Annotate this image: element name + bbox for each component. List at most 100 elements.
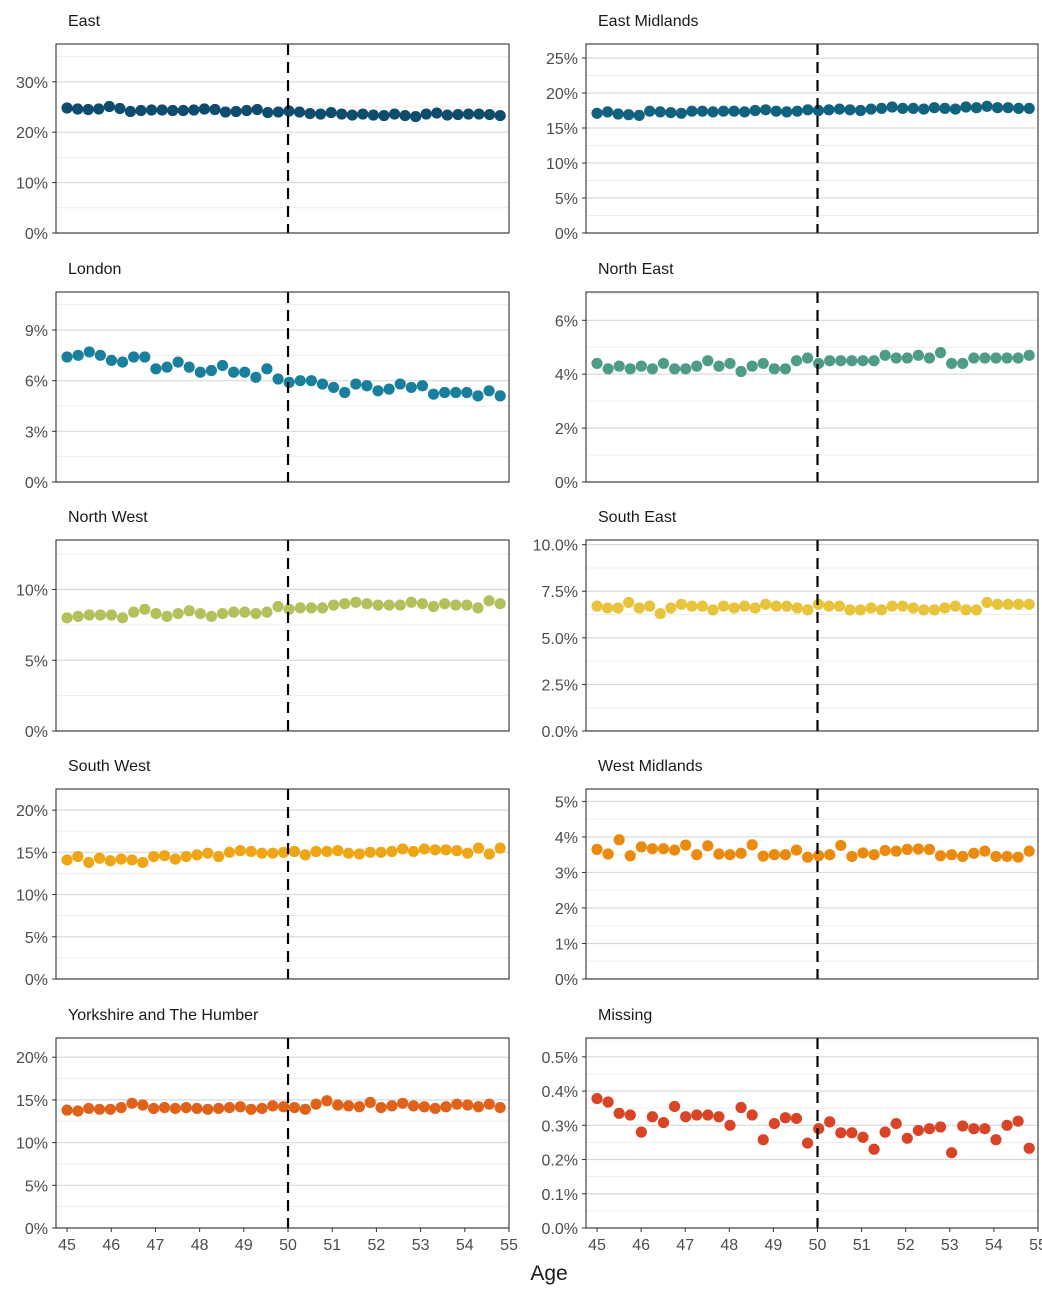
data-point (191, 1102, 203, 1115)
data-point (812, 104, 824, 117)
y-tick-label: 7.5% (542, 584, 578, 601)
data-point (918, 103, 930, 115)
data-point (844, 604, 856, 616)
data-point (357, 108, 369, 120)
data-point (923, 1123, 936, 1135)
data-point (791, 105, 803, 117)
data-point (934, 347, 947, 359)
y-tick-label: 0.2% (542, 1153, 578, 1170)
panel-border (585, 43, 1039, 234)
data-point (405, 596, 417, 608)
panel-border (585, 1037, 1039, 1229)
y-tick-label: 20% (16, 125, 48, 142)
data-point (1002, 102, 1014, 114)
y-tick-label: 20% (16, 1050, 48, 1067)
data-point (612, 602, 624, 614)
data-point (462, 1099, 474, 1111)
data-point (865, 103, 877, 115)
data-point (886, 101, 898, 113)
data-point (1012, 352, 1024, 364)
x-tick-label: 52 (897, 1237, 915, 1254)
data-point (440, 1101, 452, 1113)
panel-title: Yorkshire and The Humber (68, 1007, 259, 1024)
data-point (633, 109, 645, 121)
data-point (907, 602, 919, 614)
data-point (735, 365, 747, 378)
data-point (802, 604, 814, 616)
data-point (145, 104, 158, 116)
panel-north-east: North East 0% 2% 4% 6% (555, 261, 1039, 492)
data-point (72, 850, 84, 863)
x-tick-label: 51 (323, 1237, 341, 1254)
data-point (890, 352, 902, 364)
data-point (635, 360, 647, 372)
data-point (407, 845, 420, 858)
y-tick-label: 0% (555, 972, 578, 989)
data-point (461, 599, 473, 611)
data-point (305, 375, 317, 387)
y-tick-label: 9% (25, 323, 48, 340)
data-point (180, 850, 192, 863)
data-point (981, 596, 993, 609)
data-point (801, 851, 814, 863)
data-point (790, 1112, 803, 1125)
data-point (61, 102, 73, 114)
data-point (439, 386, 451, 399)
data-point (833, 600, 846, 612)
data-point (234, 1101, 246, 1113)
data-point (707, 106, 719, 118)
data-point (846, 355, 858, 367)
y-tick-label: 0% (25, 972, 48, 989)
data-point (342, 1100, 355, 1112)
data-point (72, 103, 84, 115)
data-point (483, 385, 495, 397)
y-tick-label: 2% (555, 901, 578, 918)
y-tick-label: 5% (25, 1178, 48, 1195)
data-point (183, 361, 195, 373)
y-tick-label: 5.0% (542, 631, 578, 648)
data-point (223, 1101, 236, 1114)
data-point (245, 1103, 257, 1115)
data-point (418, 843, 430, 855)
data-point (416, 380, 429, 392)
data-point (768, 849, 780, 861)
data-point (83, 856, 95, 869)
panel-east-midlands: East Midlands 0% 5% 10% 15% 20% 25% (546, 13, 1039, 243)
data-point (283, 376, 295, 388)
data-point (724, 357, 736, 370)
data-point (228, 366, 240, 378)
data-point (272, 106, 284, 118)
data-point (251, 103, 263, 116)
data-point (623, 596, 635, 609)
data-point (156, 104, 168, 116)
data-point (968, 352, 980, 364)
x-tick-label: 51 (853, 1237, 871, 1254)
data-point (770, 600, 782, 612)
data-point (770, 105, 782, 117)
data-point (602, 848, 614, 860)
data-point (835, 839, 847, 852)
y-tick-label: 6% (25, 374, 48, 391)
data-point (72, 349, 84, 361)
data-point (602, 1096, 614, 1108)
data-point (124, 105, 137, 118)
data-point (591, 1092, 603, 1105)
data-point (367, 109, 379, 121)
data-point (802, 104, 814, 116)
data-point (949, 600, 961, 612)
data-point (213, 850, 225, 863)
data-point (305, 602, 317, 614)
data-point (353, 848, 365, 860)
data-point (680, 363, 692, 375)
data-point (835, 1127, 847, 1139)
data-point (361, 380, 373, 392)
data-point (813, 850, 825, 862)
data-point (724, 1119, 736, 1131)
panel-yorkshire-and-the-humber: Yorkshire and The Humber 0% 5% 10% 15% 20% 45 4… (16, 1007, 518, 1254)
data-point (912, 349, 924, 361)
data-point (223, 846, 236, 858)
data-point (846, 1127, 858, 1139)
data-point (440, 844, 452, 856)
y-tick-label: 0.0% (542, 1221, 578, 1238)
data-point (824, 1116, 836, 1128)
